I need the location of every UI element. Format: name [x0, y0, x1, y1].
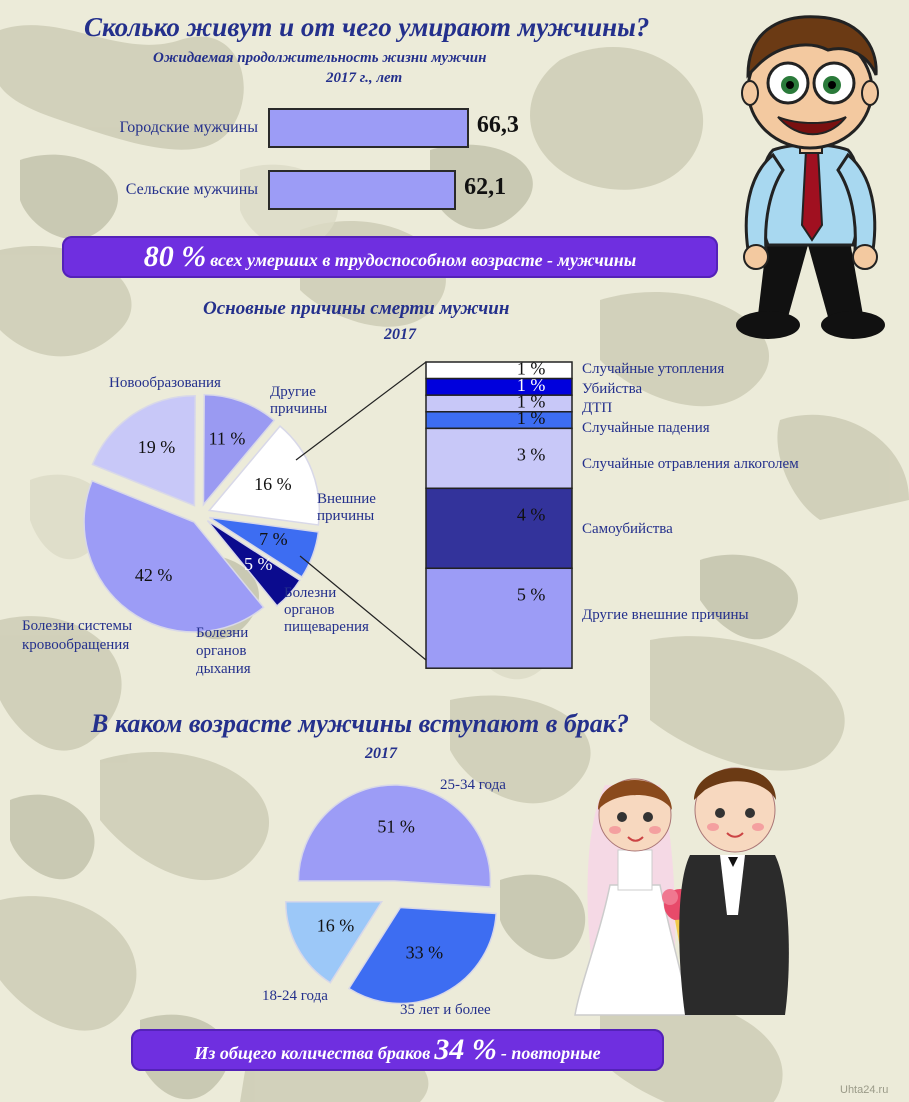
connector-line-bottom — [299, 555, 427, 661]
pie-label-external: Внешние причины — [317, 491, 376, 524]
stack-value-6: 5 % — [517, 584, 546, 604]
pie2-label-25-34: 25-34 года — [440, 777, 506, 793]
bottom-banner-percent: 34 % — [434, 1033, 497, 1066]
bar-value-urban: 66,3 — [476, 112, 519, 138]
marriage-pie-value-2: 16 % — [317, 915, 355, 935]
stack-value-1: 1 % — [517, 375, 546, 395]
section-title-death-causes: Основные причины смерти мужчин — [203, 298, 510, 319]
bar-urban — [268, 108, 469, 148]
bar-label-urban: Городские мужчины — [119, 119, 258, 136]
stack-segment-4 — [425, 427, 573, 490]
wedding-couple-illustration — [574, 767, 789, 1016]
marriage-pie-slice-0 — [297, 784, 492, 888]
stack-label-murder: Убийства — [582, 381, 643, 397]
bottom-banner-text: Из общего количества браков — [194, 1043, 431, 1063]
pie-label-circulatory: Болезни системы кровообращения — [22, 618, 133, 653]
marriage-pie-slice-2 — [284, 900, 384, 984]
stack-label-drowning: Случайные утопления — [582, 361, 725, 377]
stack-label-falls: Случайные падения — [582, 420, 710, 436]
death-pie-value-5: 11 % — [209, 429, 246, 449]
marriage-pie-value-0: 51 % — [377, 816, 415, 836]
stack-segment-6 — [425, 567, 573, 669]
stack-segment-0 — [425, 361, 573, 380]
bar-value-rural: 62,1 — [464, 174, 507, 200]
death-pie-value-0: 16 % — [254, 474, 292, 494]
death-pie-value-4: 19 % — [138, 437, 176, 457]
death-pie-value-3: 42 % — [135, 565, 173, 585]
connector-line-top — [295, 361, 427, 461]
section-title-marriage: В каком возрасте мужчины вступают в брак… — [91, 709, 629, 738]
stack-segment-1 — [425, 377, 573, 396]
marriage-pie-slice-1 — [347, 906, 497, 1005]
death-pie-value-1: 7 % — [259, 529, 288, 549]
death-pie-slice-3 — [83, 479, 265, 633]
stack-label-alcohol: Случайные отравления алкоголем — [582, 456, 799, 472]
death-pie-slice-5 — [202, 393, 276, 507]
top-banner-percent: 80 % — [143, 240, 207, 273]
bar-label-rural: Сельские мужчины — [125, 181, 258, 198]
death-pie-slice-1 — [208, 516, 320, 579]
stack-value-4: 3 % — [517, 445, 546, 465]
top-banner: 80 % всех умерших в трудоспособном возра… — [62, 236, 718, 278]
pie-label-neoplasms: Новообразования — [109, 375, 221, 391]
page-subtitle: Ожидаемая продолжительность жизни мужчин — [153, 50, 487, 66]
death-pie-slice-0 — [207, 425, 321, 526]
stack-value-0: 1 % — [517, 358, 546, 378]
stack-value-3: 1 % — [517, 408, 546, 428]
top-banner-text: всех умерших в трудоспособном возрасте -… — [210, 250, 637, 270]
stack-label-traffic: ДТП — [582, 400, 613, 416]
section-year-death-causes: 2017 — [384, 326, 416, 343]
pie-label-digestive: Болезни органов пищеварения — [284, 585, 369, 635]
stack-label-suicide: Самоубийства — [582, 521, 673, 537]
section-year-marriage: 2017 — [365, 745, 397, 762]
pie-label-other: Другие причины — [270, 384, 328, 417]
bottom-banner: Из общего количества браков 34 % - повто… — [131, 1029, 664, 1071]
page-title: Сколько живут и от чего умирают мужчины? — [84, 12, 650, 42]
bar-rural — [268, 170, 457, 210]
bottom-banner-suffix: - повторные — [500, 1043, 601, 1063]
stack-value-5: 4 % — [517, 504, 546, 524]
unit-line: 2017 г., лет — [326, 70, 403, 86]
stack-segment-5 — [425, 487, 573, 570]
stack-segment-3 — [425, 411, 573, 430]
cartoon-man-illustration — [736, 15, 885, 339]
pie-label-respiratory: Болезни органов дыхания — [196, 625, 251, 677]
death-pie-slice-4 — [91, 394, 196, 507]
marriage-pie-value-1: 33 % — [406, 943, 444, 963]
stack-segment-2 — [425, 394, 573, 413]
stack-value-2: 1 % — [517, 392, 546, 412]
death-pie-slice-2 — [206, 520, 301, 607]
death-pie-value-2: 5 % — [244, 554, 273, 574]
pie2-label-18-24: 18-24 года — [262, 988, 328, 1004]
pie2-label-35plus: 35 лет и более — [400, 1002, 491, 1018]
watermark: Uhta24.ru — [840, 1084, 889, 1096]
stack-label-other-external: Другие внешние причины — [582, 607, 749, 623]
